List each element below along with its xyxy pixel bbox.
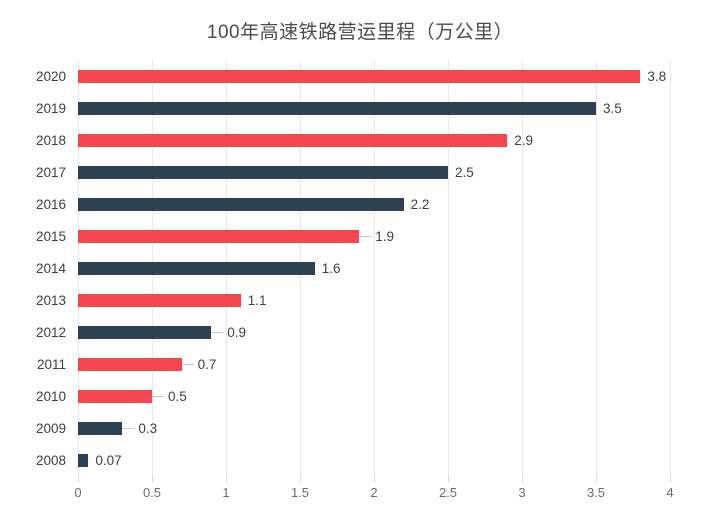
x-tick-label: 0	[74, 485, 82, 500]
value-label: 0.3	[138, 421, 158, 437]
value-label: 0.7	[197, 357, 217, 373]
year-label: 2018	[35, 132, 66, 148]
chart-title: 100年高速铁路营运里程（万公里）	[206, 22, 514, 43]
x-tick-label: 2	[370, 485, 378, 500]
gridline	[374, 60, 375, 477]
value-label: 1.9	[375, 228, 394, 244]
bar-track: 2.5	[78, 156, 670, 188]
bar	[78, 454, 89, 468]
year-label: 2015	[35, 228, 66, 244]
bar-row: 2017 2.5	[0, 156, 670, 188]
axis-tick	[522, 477, 523, 482]
axis-tick	[670, 477, 671, 482]
axis-tick	[78, 477, 79, 482]
leader-line	[152, 396, 164, 398]
year-label: 2010	[35, 389, 66, 405]
plot-area: 2020 3.8 2019 3.5 2018 2.9 2017 2.5 2016 2.2 2015 1…	[0, 60, 671, 477]
bar	[78, 165, 448, 179]
x-tick-label: 0.5	[142, 485, 162, 500]
axis-tick	[226, 477, 227, 482]
bar-row: 2018 2.9	[0, 124, 670, 156]
year-label: 2013	[35, 293, 66, 309]
bar	[78, 294, 241, 308]
bar-row: 2020 3.8	[0, 60, 670, 92]
bar	[78, 229, 360, 243]
bar-track: 3.8	[78, 60, 670, 92]
bar-row: 2010 0.5	[0, 381, 670, 413]
value-label: 1.6	[321, 261, 341, 276]
x-tick-label: 2.5	[438, 485, 458, 500]
bar-row: 2008 0.07	[0, 445, 670, 477]
bar-track: 0.3	[78, 413, 670, 445]
leader-line	[122, 428, 135, 430]
bar-track: 0.5	[78, 381, 670, 413]
x-tick-label: 1.5	[290, 485, 310, 500]
axis-tick	[448, 477, 449, 482]
bar-track: 1.6	[78, 252, 670, 284]
axis-tick	[152, 477, 153, 482]
gridline	[670, 60, 671, 477]
axis-tick	[596, 477, 597, 482]
leader-line	[211, 332, 224, 334]
bar-row: 2016 2.2	[0, 188, 670, 220]
value-label: 3.5	[603, 100, 622, 116]
bar-track: 2.9	[78, 124, 670, 156]
bars-layer: 2020 3.8 2019 3.5 2018 2.9 2017 2.5 2016 2.2 2015 1…	[0, 60, 670, 477]
year-label: 2011	[36, 357, 66, 373]
bar-track: 1.9	[78, 220, 670, 252]
x-tick-label: 1	[222, 485, 230, 500]
year-label: 2016	[35, 196, 66, 212]
year-label: 2012	[35, 325, 66, 341]
bar-track: 0.7	[78, 349, 670, 381]
bar-row: 2011 0.7	[0, 349, 670, 381]
bar	[78, 133, 508, 147]
bar	[78, 69, 641, 83]
x-tick-label: 4	[666, 485, 674, 500]
bar	[78, 262, 315, 275]
bar-track: 0.9	[78, 317, 670, 349]
bar	[78, 101, 596, 115]
gridline	[448, 60, 449, 477]
year-label: 2009	[35, 421, 66, 437]
value-label: 2.2	[410, 196, 430, 212]
bar	[78, 358, 182, 372]
bar-track: 1.1	[78, 285, 670, 317]
bar-track: 2.2	[78, 188, 670, 220]
bar-track: 3.5	[78, 92, 670, 124]
bar-track: 0.07	[78, 445, 670, 477]
bar	[78, 422, 123, 436]
value-label: 1.1	[247, 293, 267, 309]
year-label: 2019	[35, 100, 66, 116]
bar	[78, 197, 404, 211]
bar-row: 2019 3.5	[0, 92, 670, 124]
year-label: 2014	[35, 261, 66, 276]
value-label: 3.8	[647, 68, 667, 84]
bar-row: 2009 0.3	[0, 413, 670, 445]
leader-line	[359, 235, 372, 237]
year-label: 2017	[35, 164, 66, 180]
bar	[78, 390, 152, 404]
axis-tick	[300, 477, 301, 482]
value-label: 0.07	[95, 453, 122, 469]
bar	[78, 326, 212, 340]
bar-row: 2014 1.6	[0, 252, 670, 284]
bar-row: 2012 0.9	[0, 317, 670, 349]
value-label: 0.5	[168, 389, 187, 405]
x-tick-label: 3.5	[586, 485, 606, 500]
leader-line	[181, 364, 194, 366]
gridline	[522, 60, 523, 477]
bar-row: 2013 1.1	[0, 285, 670, 317]
x-tick-label: 3	[518, 485, 526, 500]
value-label: 2.5	[455, 164, 474, 180]
year-label: 2020	[35, 68, 66, 84]
axis-tick	[374, 477, 375, 482]
year-label: 2008	[35, 453, 66, 469]
bar-row: 2015 1.9	[0, 220, 670, 252]
value-label: 0.9	[227, 325, 246, 341]
x-axis: 0 0.5 1 1.5 2 2.5 3 3.5 4	[0, 477, 720, 507]
value-label: 2.9	[514, 132, 533, 148]
gridline	[596, 60, 597, 477]
